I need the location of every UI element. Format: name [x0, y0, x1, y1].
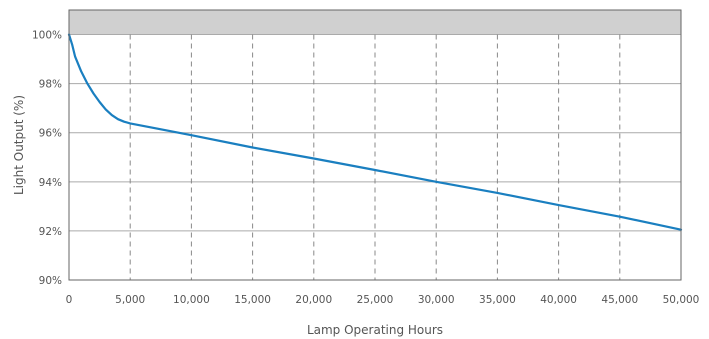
x-tick-label: 25,000 [357, 294, 394, 306]
x-axis-label: Lamp Operating Hours [307, 323, 443, 337]
x-tick-label: 40,000 [540, 294, 577, 306]
plot-frame [68, 9, 682, 281]
y-tick-label: 98% [39, 79, 62, 91]
y-tick-label: 100% [32, 30, 62, 42]
y-tick-label: 92% [39, 226, 62, 238]
x-tick-label: 15,000 [234, 294, 271, 306]
top-shaded-band [69, 10, 681, 35]
x-tick-label: 5,000 [115, 294, 145, 306]
x-tick-label: 30,000 [418, 294, 455, 306]
x-tick-label: 0 [66, 294, 73, 306]
x-tick-label: 35,000 [479, 294, 516, 306]
x-tick-label: 20,000 [295, 294, 332, 306]
y-axis-label: Light Output (%) [12, 95, 26, 195]
light-output-series-line [67, 33, 683, 231]
y-tick-label: 90% [39, 275, 62, 287]
x-tick-label: 45,000 [601, 294, 638, 306]
y-tick-label: 96% [39, 128, 62, 140]
y-tick-label: 94% [39, 177, 62, 189]
x-tick-label: 50,000 [663, 294, 700, 306]
x-tick-label: 10,000 [173, 294, 210, 306]
